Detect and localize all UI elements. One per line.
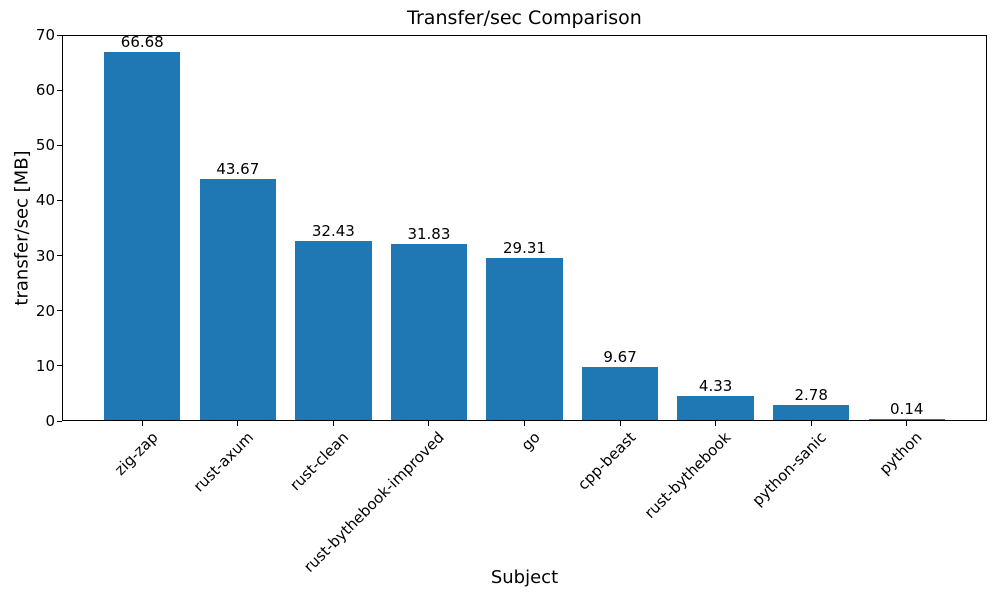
x-tick-label: python-sanic (749, 428, 831, 510)
x-tick-mark (715, 421, 717, 426)
y-tick-label: 0 (45, 412, 55, 430)
x-tick-label: rust-axum (189, 428, 257, 496)
y-tick-mark (57, 420, 62, 422)
x-tick-label: zig-zap (110, 428, 162, 479)
y-tick-mark (57, 255, 62, 257)
bar-value-label: 0.14 (890, 400, 924, 419)
bar-value-label: 43.67 (216, 160, 260, 179)
bar (295, 241, 372, 420)
x-tick-mark (332, 421, 334, 426)
bar (868, 419, 945, 420)
bar (581, 366, 659, 420)
x-tick-mark (237, 421, 239, 426)
bar (199, 179, 277, 420)
x-tick-mark (141, 421, 143, 426)
x-tick-label: go (517, 428, 544, 455)
bar-value-label: 9.67 (603, 347, 637, 366)
x-tick-label: cpp-beast (573, 428, 640, 494)
plot-area (62, 35, 987, 421)
y-tick-mark (57, 34, 62, 36)
y-tick-mark (57, 310, 62, 312)
bar (390, 244, 468, 420)
bar (104, 52, 181, 420)
bar (772, 404, 850, 420)
bar-value-label: 66.68 (120, 33, 164, 52)
y-tick-label: 10 (35, 356, 55, 375)
bar-value-label: 32.43 (311, 222, 355, 241)
x-axis-label: Subject (490, 567, 559, 588)
x-tick-mark (524, 421, 525, 426)
bar-value-label: 4.33 (698, 377, 733, 396)
y-tick-label: 40 (35, 191, 55, 210)
x-tick-label: python (875, 428, 926, 479)
x-tick-label: rust-bythebook (641, 428, 735, 522)
y-axis-label: transfer/sec [MB] (11, 150, 33, 306)
y-tick-mark (57, 365, 62, 367)
bar (677, 396, 754, 420)
y-tick-label: 20 (35, 301, 55, 320)
y-tick-label: 60 (35, 81, 55, 100)
bar-value-label: 2.78 (794, 385, 828, 404)
x-tick-mark (619, 421, 621, 426)
x-tick-label: rust-clean (286, 428, 353, 495)
y-tick-mark (57, 144, 62, 146)
bar (486, 258, 563, 420)
y-tick-label: 70 (35, 26, 55, 44)
chart-title: Transfer/sec Comparison (407, 7, 642, 29)
x-tick-mark (906, 421, 908, 426)
bar-value-label: 31.83 (407, 225, 451, 244)
x-tick-mark (810, 421, 812, 426)
x-tick-mark (428, 421, 430, 426)
y-tick-mark (57, 89, 62, 91)
y-tick-label: 50 (35, 136, 55, 155)
y-tick-label: 30 (35, 246, 55, 265)
y-tick-mark (57, 199, 62, 201)
bar-value-label: 29.31 (503, 239, 546, 258)
